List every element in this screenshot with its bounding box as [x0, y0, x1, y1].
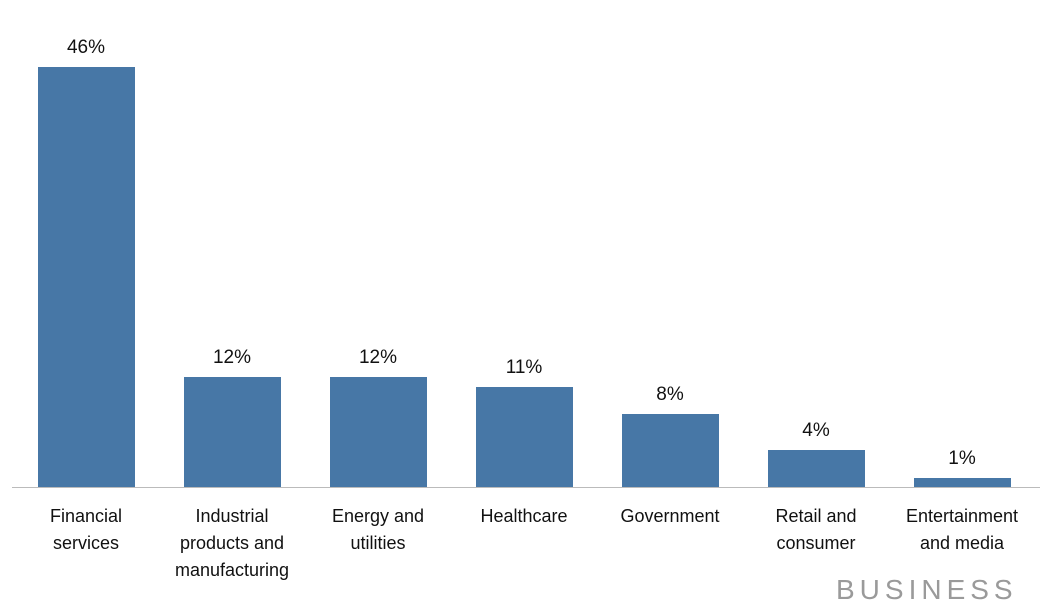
bar: [767, 450, 865, 487]
value-label: 4%: [802, 420, 830, 442]
x-tick-label: Energy and utilities: [331, 506, 425, 553]
value-label: 1%: [948, 447, 976, 469]
x-tick-label: Industrial products and manufacturing: [174, 506, 290, 580]
x-tick-label: Government: [620, 506, 720, 526]
x-tick-label: Financial services: [49, 506, 123, 553]
value-label: 46%: [66, 37, 106, 58]
value-label: 8%: [656, 383, 684, 405]
bar: [37, 67, 135, 487]
value-label: 12%: [212, 347, 252, 369]
baseline: [12, 487, 1040, 488]
x-tick-label: Retail and consumer: [775, 506, 857, 553]
bar: [621, 413, 719, 487]
bar: [475, 386, 573, 487]
x-tick-label: Healthcare: [480, 506, 568, 526]
value-label: 12%: [358, 347, 398, 369]
value-label: 11%: [505, 356, 543, 378]
source-logo: BUSINESS: [836, 574, 1018, 600]
x-tick-label: Entertainment and media: [905, 506, 1019, 553]
bar: [913, 477, 1011, 487]
bar: [183, 377, 281, 487]
bar: [329, 377, 427, 487]
